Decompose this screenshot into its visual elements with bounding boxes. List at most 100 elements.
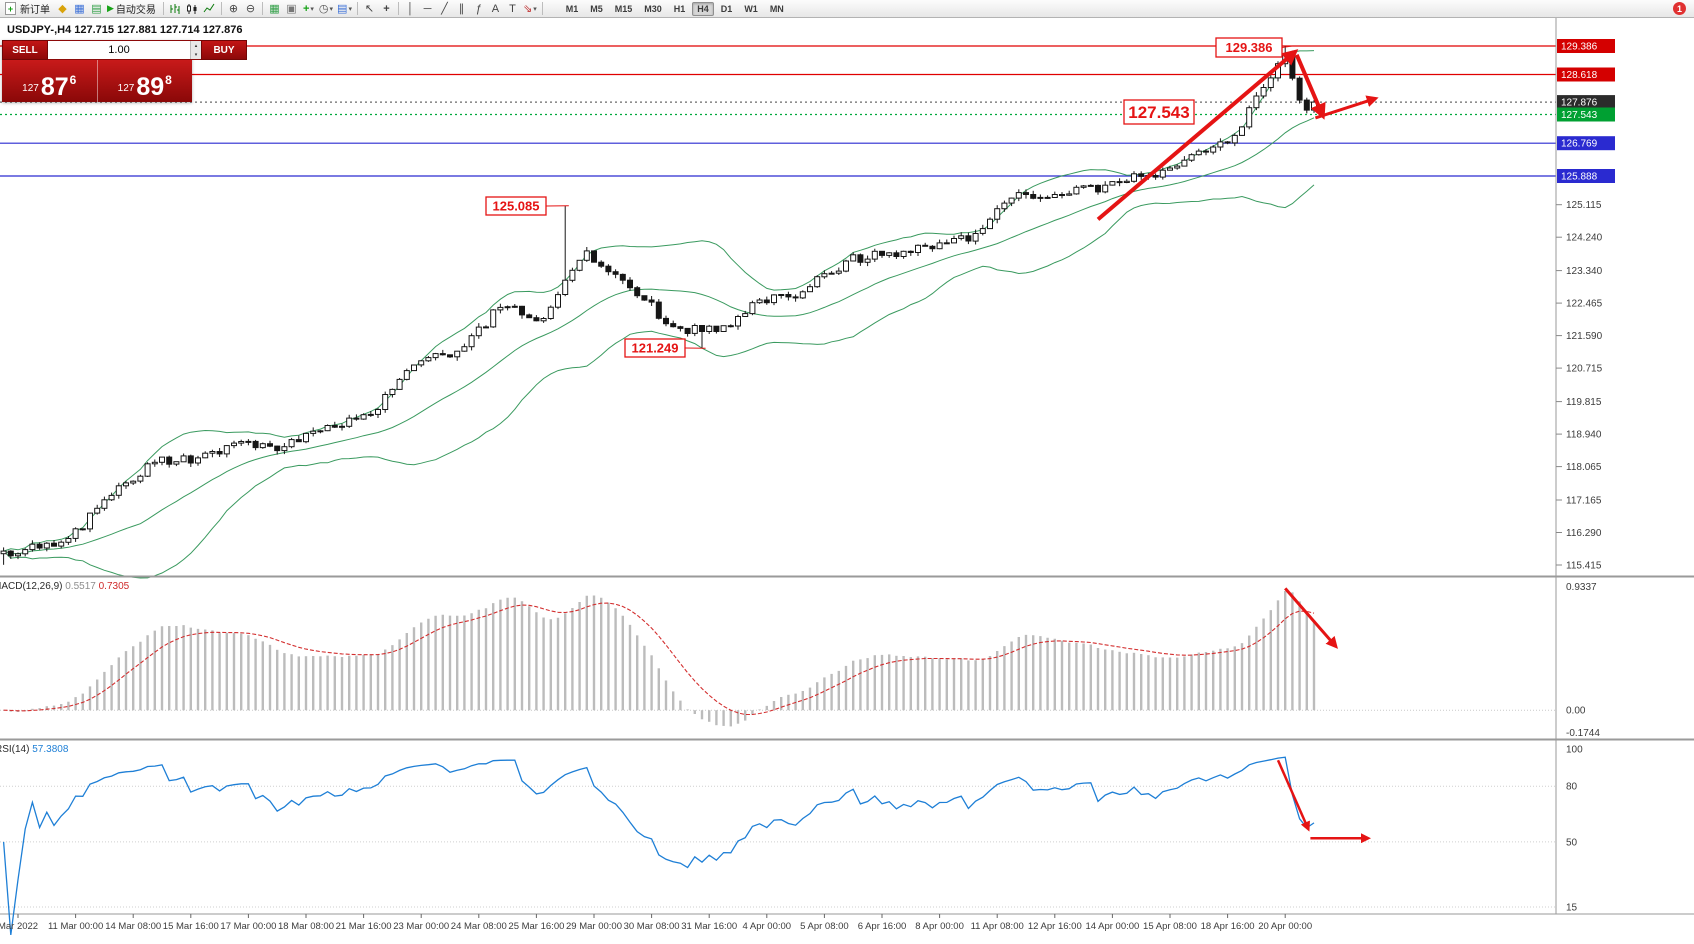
trend-arrow[interactable] [1294, 54, 1326, 120]
vertical-line-icon[interactable]: │ [407, 2, 414, 15]
tab-d1[interactable]: D1 [720, 3, 733, 14]
macd-name: MACD(12,26,9) [0, 581, 63, 592]
time-axis-label: 11 Apr 08:00 [971, 921, 1024, 932]
bar-chart-icon[interactable] [167, 1, 184, 17]
time-axis-label: 29 Mar 00:00 [566, 921, 622, 932]
price-scale-label: 118.940 [1566, 430, 1602, 441]
toolbar-separator [162, 2, 164, 15]
text-icon[interactable]: A [491, 2, 500, 15]
time-axis-label: 8 Apr 00:00 [915, 921, 964, 932]
price-scale-label: 122.465 [1566, 299, 1603, 310]
buy-price-button[interactable]: 127 89 8 [98, 60, 193, 102]
tab-m30[interactable]: M30 [644, 3, 662, 14]
new-order-button[interactable]: + 新订单 [3, 1, 54, 17]
rsi-indicator-label: RSI(14) 57.3808 [0, 744, 68, 755]
price-callout[interactable]: 125.085 [485, 196, 569, 216]
price-scale-label: 123.340 [1566, 266, 1603, 277]
templates-button[interactable]: ▤ ▾ [335, 1, 354, 17]
time-axis-label: 14 Apr 00:00 [1085, 921, 1139, 932]
new-chart-icon: + [302, 2, 310, 15]
buy-price-pip: 8 [165, 73, 172, 87]
arrows-tool-button[interactable]: ⇘ ▾ [521, 1, 539, 17]
tab-m1[interactable]: M1 [565, 3, 579, 14]
autotrading-label: 自动交易 [115, 5, 156, 16]
svg-text:121.249: 121.249 [632, 341, 679, 356]
price-badge: 126.769 [1557, 136, 1615, 151]
autotrading-button[interactable]: ▶ 自动交易 [105, 1, 160, 17]
tab-h4[interactable]: H4 [692, 1, 714, 16]
clock-icon: ◷ [318, 3, 329, 15]
toolbar-separator [541, 2, 543, 15]
tab-h1[interactable]: H1 [673, 3, 686, 14]
svg-text:125.888: 125.888 [1561, 172, 1598, 183]
price-divider [96, 60, 98, 102]
metaeditor-icon[interactable]: ◆ [58, 3, 67, 15]
volume-decrement-button[interactable]: ▾ [191, 50, 201, 59]
tab-mn[interactable]: MN [769, 3, 784, 14]
zoom-in-icon[interactable]: ⊕ [228, 3, 239, 15]
candlestick-series [0, 46, 1317, 565]
fibonacci-icon[interactable]: ƒ [475, 2, 482, 15]
tab-w1[interactable]: W1 [744, 3, 758, 14]
new-chart-button[interactable]: + ▾ [300, 1, 317, 17]
buy-price-main: 89 [136, 73, 165, 101]
time-axis-label: 5 Apr 08:00 [800, 921, 849, 932]
tab-m5[interactable]: M5 [590, 3, 603, 14]
horizontal-line-icon[interactable]: ─ [423, 2, 432, 15]
cursor-icon[interactable]: ↖ [364, 3, 375, 15]
zoom-out-icon[interactable]: ⊖ [245, 3, 256, 15]
bollinger-bands[interactable] [3, 50, 1315, 579]
market-watch-icon[interactable]: ▤ [91, 3, 102, 15]
svg-text:129.386: 129.386 [1226, 40, 1273, 55]
trend-arrow[interactable] [1276, 759, 1310, 832]
macd-histogram [9, 591, 1316, 727]
price-scale-label: 119.815 [1566, 397, 1602, 408]
trendline-icon[interactable]: ╱ [441, 3, 448, 15]
price-callout[interactable]: 129.386 [1215, 37, 1293, 58]
dropdown-caret-icon: ▾ [348, 5, 352, 13]
time-axis-label: 15 Mar 16:00 [163, 921, 219, 932]
bollinger-middle-band [3, 117, 1315, 555]
price-callout[interactable]: 121.249 [624, 338, 706, 358]
crosshair-icon[interactable]: + [383, 2, 390, 15]
buy-price-prefix: 127 [117, 83, 135, 94]
period-selector-button[interactable]: ◷ ▾ [317, 1, 335, 17]
notification-badge[interactable]: 1 [1673, 2, 1686, 15]
price-badge: 128.618 [1557, 67, 1615, 82]
svg-text:126.769: 126.769 [1561, 139, 1598, 150]
template-icon: ▤ [337, 3, 348, 15]
volume-increment-button[interactable]: ▴ [191, 41, 201, 50]
tile-windows-icon[interactable]: ▦ [269, 3, 280, 15]
price-scale-label: 125.115 [1566, 200, 1602, 211]
arrow-tool-icon: ⇘ [522, 3, 533, 15]
one-click-trading-panel: SELL ▴ ▾ BUY 127 87 6 127 89 8 [2, 40, 247, 102]
sell-price-button[interactable]: 127 87 6 [2, 60, 97, 102]
time-axis-label: 31 Mar 16:00 [681, 921, 737, 932]
new-order-icon: + [5, 2, 16, 15]
volume-input[interactable] [48, 41, 190, 59]
trend-arrow[interactable] [1314, 95, 1379, 120]
macd-scale-label: 0.00 [1566, 706, 1586, 717]
svg-text:127.543: 127.543 [1128, 103, 1189, 122]
svg-text:128.618: 128.618 [1561, 70, 1598, 81]
time-axis-label: 21 Mar 16:00 [336, 921, 392, 932]
line-chart-icon[interactable] [201, 1, 218, 17]
time-axis-label: 11 Mar 00:00 [48, 921, 103, 932]
price-scale-label: 120.715 [1566, 364, 1603, 375]
dropdown-caret-icon: ▾ [329, 5, 334, 13]
buy-button[interactable]: BUY [201, 40, 247, 60]
label-icon[interactable]: T [509, 2, 516, 15]
toolbar-separator [220, 2, 222, 15]
candlestick-chart-icon[interactable] [184, 1, 201, 17]
sell-price-prefix: 127 [22, 83, 39, 94]
charts-grid-icon[interactable]: ▦ [74, 3, 85, 15]
tab-m15[interactable]: M15 [614, 3, 633, 14]
trend-arrow[interactable] [1096, 49, 1299, 221]
trend-arrow[interactable] [1284, 587, 1338, 649]
channel-icon[interactable]: ∥ [458, 3, 465, 15]
time-axis-label: 20 Apr 00:00 [1258, 921, 1312, 932]
cascade-windows-icon[interactable]: ▣ [286, 3, 297, 15]
price-callout[interactable]: 127.543 [1123, 99, 1195, 125]
sell-button[interactable]: SELL [2, 40, 48, 60]
